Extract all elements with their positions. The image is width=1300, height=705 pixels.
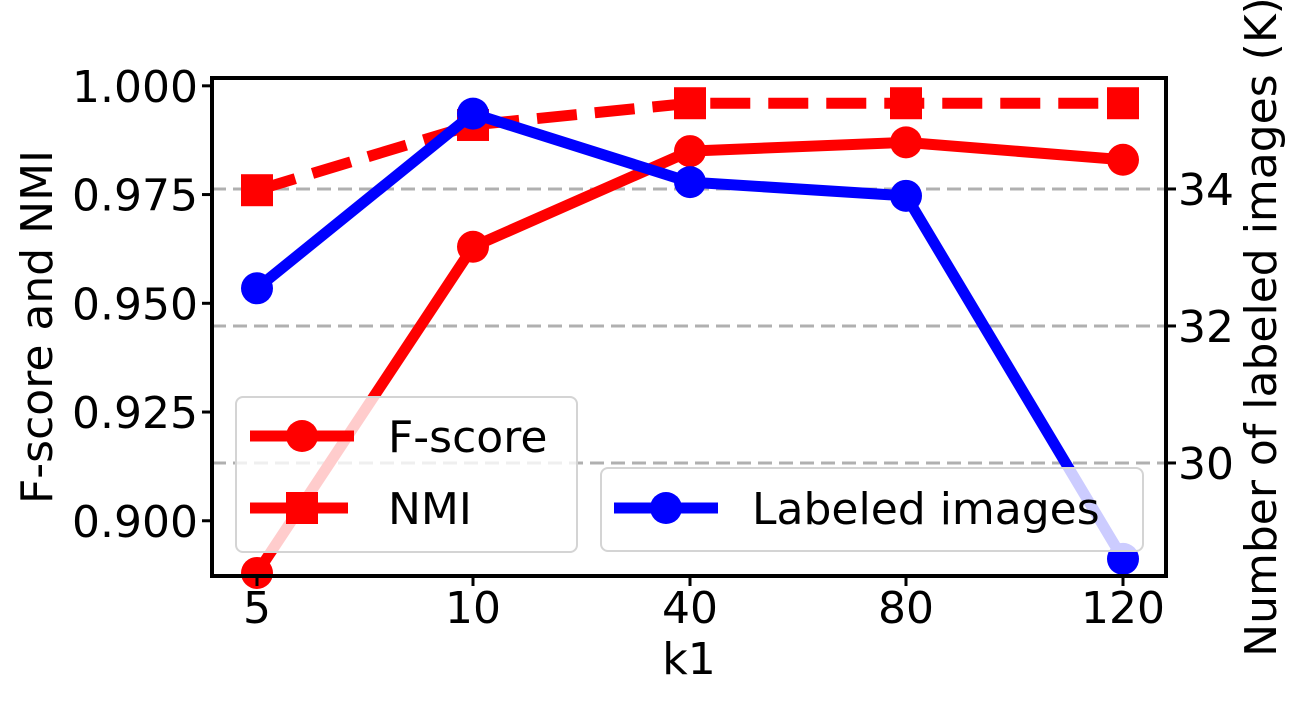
x-tick-label-2: 40: [662, 583, 718, 634]
x-tick-label-1: 10: [445, 583, 501, 634]
y-right-tick-label-0: 30: [1178, 439, 1234, 490]
legend-box-labeled: [600, 467, 1144, 552]
legend-label-nmi: NMI: [388, 484, 472, 535]
x-tick-label-3: 80: [878, 583, 934, 634]
y-left-tick-label-0: 0.900: [72, 497, 198, 548]
series-0-point-4: [1107, 143, 1139, 176]
series-2-point-0: [241, 272, 273, 305]
y-right-tick-label-1: 32: [1178, 302, 1234, 353]
series-0-point-0: [241, 556, 273, 589]
series-2-point-3: [890, 179, 922, 212]
series-1-point-3: [890, 87, 922, 120]
series-0-point-1: [457, 230, 489, 263]
legend-marker-labeled: [650, 492, 682, 524]
series-0-point-2: [674, 135, 706, 168]
y-left-tick-label-1: 0.925: [72, 388, 198, 439]
legend-label-fscore: F-score: [388, 412, 547, 463]
x-tick-label-4: 120: [1081, 583, 1165, 634]
legend-label-labeled: Labeled images: [752, 484, 1100, 535]
x-axis-title: k1: [662, 634, 715, 685]
series-1-point-0: [241, 174, 273, 207]
y-left-axis-title: F-score and NMI: [12, 150, 63, 504]
y-right-axis-title: Number of labeled images (K): [1236, 0, 1287, 657]
y-left-tick-label-3: 0.975: [72, 171, 198, 222]
legend-marker-fscore: [286, 420, 318, 452]
series-0-point-3: [890, 126, 922, 159]
legend-marker-nmi: [286, 492, 318, 524]
y-left-tick-label-2: 0.950: [72, 279, 198, 330]
series-1-point-4: [1107, 87, 1139, 120]
series-1-point-2: [674, 87, 706, 120]
x-tick-label-0: 5: [243, 583, 271, 634]
series-2-point-1: [457, 97, 489, 130]
series-2-point-2: [674, 166, 706, 199]
y-left-tick-label-4: 1.000: [72, 62, 198, 113]
y-right-tick-label-2: 34: [1178, 165, 1234, 216]
